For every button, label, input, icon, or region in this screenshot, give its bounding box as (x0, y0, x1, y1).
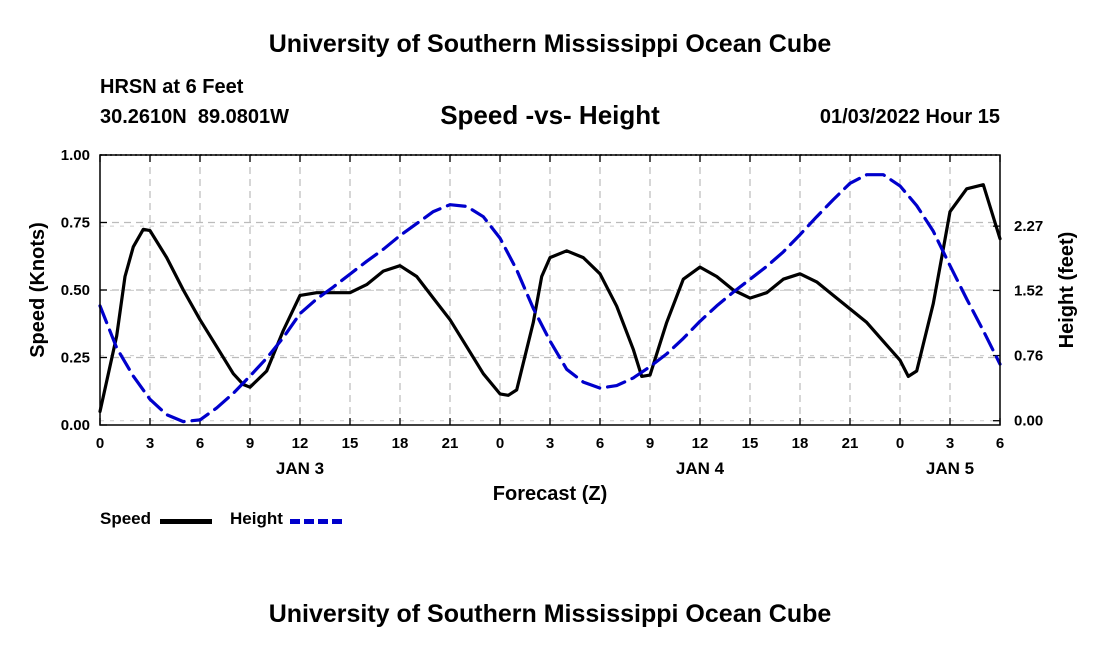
x-axis-label: Forecast (Z) (493, 483, 607, 505)
series-line-speed (98, 183, 1002, 414)
x-tick-label: 3 (146, 435, 154, 452)
y-axis-label: Speed (Knots) (27, 222, 49, 358)
station-label: HRSN at 6 Feet (100, 76, 244, 98)
legend-height-label: Height (230, 509, 283, 528)
y2-tick-label: 1.52 (1014, 282, 1043, 299)
series-lines (98, 173, 1002, 424)
x-tick-label: 6 (996, 435, 1004, 452)
x-tick-label: 15 (742, 435, 759, 452)
x-tick-label: 9 (246, 435, 254, 452)
x-tick-label: 6 (596, 435, 604, 452)
y2-tick-label: 2.27 (1014, 218, 1043, 235)
footer-title: University of Southern Mississippi Ocean… (268, 600, 832, 628)
x-tick-label: 18 (392, 435, 409, 452)
x-axis-ticks: 0 3 6 9 12 15 18 21 0 3 6 9 12 15 18 21 0 3 6 (96, 155, 1004, 452)
legend-height-swatch (290, 519, 342, 524)
legend-speed-label: Speed (100, 509, 152, 528)
y-tick-label: 0.00 (61, 417, 90, 434)
plot-frame (99, 154, 1001, 426)
y-tick-label: 1.00 (61, 147, 90, 164)
x-tick-label: 0 (496, 435, 504, 452)
y-tick-label: 0.50 (61, 282, 90, 299)
day-label: JAN 5 (926, 459, 974, 478)
x-tick-label: 9 (646, 435, 654, 452)
x-tick-label: 18 (792, 435, 809, 452)
x-tick-label: 3 (546, 435, 554, 452)
page-title: University of Southern Mississippi Ocean… (268, 30, 832, 58)
day-label: JAN 4 (676, 459, 725, 478)
x-tick-label: 15 (342, 435, 359, 452)
y-axis-ticks: 0.00 0.25 0.50 0.75 1.00 (61, 147, 107, 434)
x-tick-label: 21 (842, 435, 859, 452)
legend-speed-swatch (160, 519, 212, 524)
x-tick-label: 0 (96, 435, 104, 452)
series-line-height (98, 173, 1002, 424)
y-tick-label: 0.25 (61, 350, 90, 367)
x-tick-label: 0 (896, 435, 904, 452)
y-tick-label: 0.75 (61, 215, 90, 232)
coordinates-label: 30.2610N 89.0801W (100, 106, 290, 128)
y2-axis-label: Height (feet) (1056, 232, 1078, 349)
x-tick-label: 12 (292, 435, 309, 452)
x-tick-label: 6 (196, 435, 204, 452)
datetime-label: 01/03/2022 Hour 15 (819, 106, 1000, 128)
x-tick-label: 12 (692, 435, 709, 452)
y2-tick-label: 0.76 (1014, 348, 1043, 365)
x-tick-label: 21 (442, 435, 459, 452)
day-labels: JAN 3 JAN 4 JAN 5 (276, 459, 974, 478)
day-label: JAN 3 (276, 459, 324, 478)
chart-title: Speed -vs- Height (440, 100, 660, 130)
x-tick-label: 3 (946, 435, 954, 452)
y2-tick-label: 0.00 (1014, 413, 1043, 430)
grid-lines (100, 154, 1000, 425)
